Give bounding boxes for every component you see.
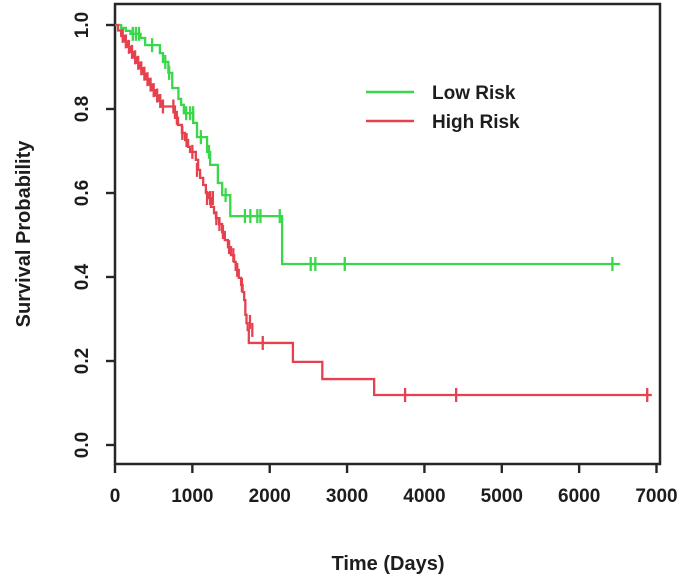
km-curve-high-risk xyxy=(115,23,652,403)
x-tick-label: 5000 xyxy=(481,486,523,507)
y-tick-label: 1.0 xyxy=(72,12,93,38)
y-axis-title: Survival Probability xyxy=(13,140,35,328)
y-tick-label: 0.4 xyxy=(72,263,93,290)
y-tick-label: 0.2 xyxy=(72,348,93,374)
km-curve-low-risk xyxy=(115,23,621,271)
y-tick-label: 0.6 xyxy=(72,180,93,206)
legend-label-high-risk: High Risk xyxy=(432,112,520,133)
x-tick-label: 1000 xyxy=(171,486,213,507)
axes: 0 1000 2000 3000 4000 5000 6000 7000 0.0 0.2 0.4 0.… xyxy=(72,12,678,507)
survival-step-line xyxy=(115,23,652,397)
x-tick-label: 0 xyxy=(110,486,121,507)
y-tick-label: 0.0 xyxy=(72,432,93,458)
plot-box xyxy=(113,2,662,466)
survival-step-line xyxy=(115,23,621,266)
survival-curves xyxy=(115,23,652,403)
x-tick-label: 4000 xyxy=(403,486,445,507)
y-tick-label: 0.8 xyxy=(72,96,93,122)
x-tick-label: 6000 xyxy=(558,486,600,507)
x-tick-label: 2000 xyxy=(249,486,291,507)
legend: Low Risk High Risk xyxy=(366,83,520,133)
x-axis-title: Time (Days) xyxy=(331,553,444,575)
x-tick-label: 3000 xyxy=(326,486,368,507)
x-tick-label: 7000 xyxy=(635,486,677,507)
legend-label-low-risk: Low Risk xyxy=(432,83,516,104)
